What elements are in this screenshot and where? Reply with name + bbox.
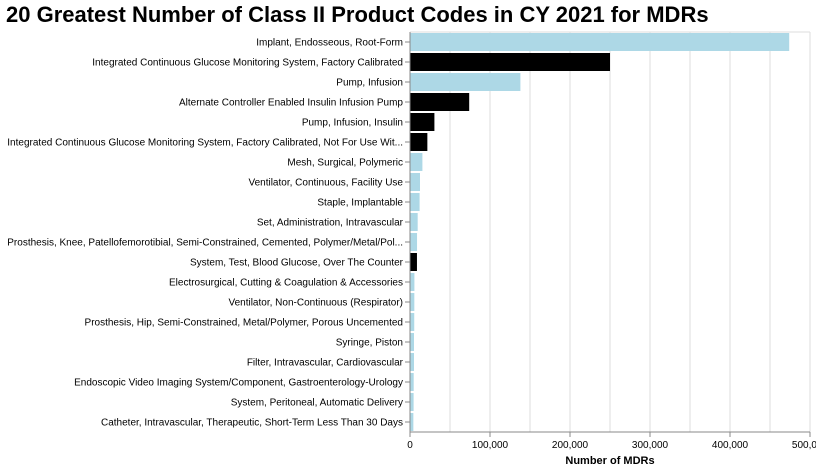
chart-title: 20 Greatest Number of Class II Product C… (6, 2, 709, 27)
y-tick-label: System, Test, Blood Glucose, Over The Co… (190, 258, 404, 269)
bar (410, 133, 428, 151)
bar (410, 333, 414, 351)
x-tick-label: 0 (407, 440, 413, 451)
y-tick-label: Electrosurgical, Cutting & Coagulation &… (169, 278, 403, 289)
bar (410, 313, 415, 331)
y-tick-label: Pump, Infusion, Insulin (302, 118, 403, 129)
bar (410, 93, 470, 111)
bar (410, 273, 415, 291)
bar (410, 413, 414, 431)
bar (410, 73, 521, 91)
y-tick-label: Prosthesis, Knee, Patellofemorotibial, S… (7, 238, 403, 249)
y-tick-label: Alternate Controller Enabled Insulin Inf… (179, 98, 403, 109)
y-tick-label: Catheter, Intravascular, Therapeutic, Sh… (101, 418, 403, 429)
y-tick-label: Integrated Continuous Glucose Monitoring… (92, 58, 403, 69)
x-tick-label: 100,000 (472, 440, 509, 451)
bar (410, 153, 423, 171)
y-tick-label: Pump, Infusion (336, 78, 403, 89)
bar (410, 233, 418, 251)
y-tick-label: Set, Administration, Intravascular (257, 218, 404, 229)
x-axis-title: Number of MDRs (565, 455, 654, 467)
x-tick-label: 200,000 (552, 440, 589, 451)
bar (410, 253, 417, 271)
bar (410, 353, 414, 371)
x-tick-label: 500,000 (792, 440, 816, 451)
y-tick-label: Ventilator, Non-Continuous (Respirator) (228, 298, 403, 309)
bar (410, 373, 414, 391)
bar (410, 293, 415, 311)
x-tick-label: 400,000 (712, 440, 749, 451)
y-tick-label: Staple, Implantable (317, 198, 403, 209)
bar (410, 113, 435, 131)
y-tick-label: Filter, Intravascular, Cardiovascular (247, 358, 404, 369)
y-tick-label: System, Peritoneal, Automatic Delivery (231, 398, 403, 409)
y-tick-label: Mesh, Surgical, Polymeric (287, 158, 403, 169)
bar (410, 213, 418, 231)
bar (410, 173, 420, 191)
y-tick-label: Integrated Continuous Glucose Monitoring… (7, 138, 403, 149)
y-tick-label: Implant, Endosseous, Root-Form (256, 38, 403, 49)
y-tick-label: Prosthesis, Hip, Semi-Constrained, Metal… (85, 318, 403, 329)
y-tick-label: Syringe, Piston (336, 338, 403, 349)
y-tick-label: Ventilator, Continuous, Facility Use (248, 178, 403, 189)
y-tick-label: Endoscopic Video Imaging System/Componen… (74, 378, 403, 389)
x-tick-label: 300,000 (632, 440, 669, 451)
bar (410, 393, 414, 411)
bar (410, 193, 420, 211)
bar (410, 53, 610, 71)
bar (410, 33, 790, 51)
